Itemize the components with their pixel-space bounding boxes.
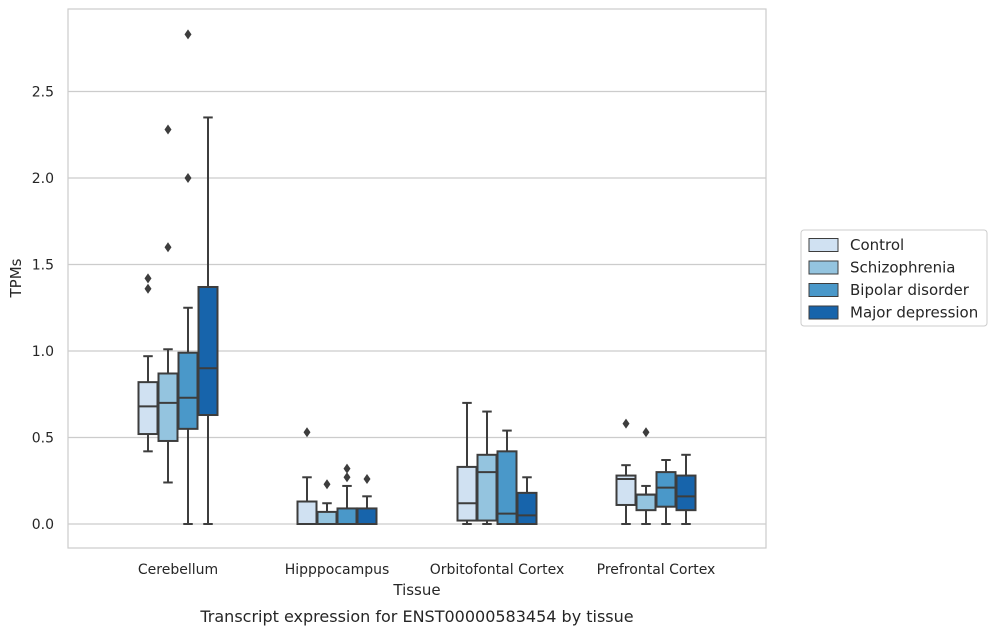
box: [356, 507, 378, 525]
legend-swatch: [808, 283, 839, 297]
outlier-point: [343, 463, 351, 474]
outlier-point: [144, 283, 152, 294]
box: [615, 474, 637, 506]
y-tick-label: 2.0: [32, 171, 54, 187]
y-tick-label: 2.5: [32, 85, 54, 101]
outlier-point: [164, 124, 172, 135]
legend-frame: [800, 229, 988, 327]
box: [635, 493, 657, 512]
outlier-point: [323, 479, 331, 490]
box: [675, 474, 697, 512]
y-tick-label: 1.0: [32, 344, 54, 360]
box-series: [137, 29, 697, 526]
legend-swatch: [808, 260, 839, 275]
box: [197, 285, 219, 417]
outlier-point: [363, 474, 371, 485]
x-tick-label: Orbitofontal Cortex: [430, 562, 565, 578]
outlier-point: [164, 242, 172, 253]
outlier-point: [642, 427, 650, 438]
series-schizophrenia: [157, 124, 657, 526]
series-major-depression: [197, 116, 697, 525]
legend-label: Major depression: [850, 304, 978, 322]
series-bipolar-disorder: [177, 29, 677, 525]
box: [296, 500, 318, 526]
legend-swatch: [808, 305, 839, 320]
box: [516, 491, 538, 525]
box: [177, 351, 199, 430]
x-tick-labels: Cerebellum Hipppocampus Orbitofontal Corte…: [138, 562, 715, 578]
y-axis-title: TPMs: [7, 258, 25, 298]
figure-caption: Transcript expression for ENST0000058345…: [199, 607, 633, 626]
x-tick-label: Hipppocampus: [285, 562, 390, 578]
y-tick-labels: 0.0 0.5 1.0 1.5 2.0 2.5: [32, 85, 54, 534]
legend-label: Control: [850, 236, 904, 254]
x-tick-label: Cerebellum: [138, 562, 218, 578]
series-control: [137, 273, 637, 526]
outlier-point: [303, 427, 311, 438]
y-tick-label: 0.0: [32, 517, 54, 533]
legend-label: Bipolar disorder: [850, 281, 970, 299]
box: [137, 381, 159, 436]
outlier-point: [184, 29, 192, 40]
box: [157, 372, 179, 442]
outlier-point: [343, 472, 351, 483]
box: [336, 507, 358, 525]
y-tick-label: 1.5: [32, 258, 54, 274]
outlier-point: [622, 418, 630, 429]
box: [456, 465, 478, 522]
plot-area-frame: [67, 8, 767, 549]
box: [655, 471, 677, 508]
box: [496, 450, 518, 525]
legend: Control Schizophrenia Bipolar disorder Majo…: [800, 229, 988, 327]
outlier-point: [184, 173, 192, 183]
legend-swatch: [808, 238, 839, 252]
box: [316, 510, 338, 526]
x-axis-title: Tissue: [392, 581, 440, 599]
y-tick-label: 0.5: [32, 431, 54, 447]
box: [476, 453, 498, 522]
x-tick-label: Prefrontal Cortex: [597, 562, 716, 578]
legend-label: Schizophrenia: [850, 259, 955, 277]
outlier-point: [144, 273, 152, 284]
